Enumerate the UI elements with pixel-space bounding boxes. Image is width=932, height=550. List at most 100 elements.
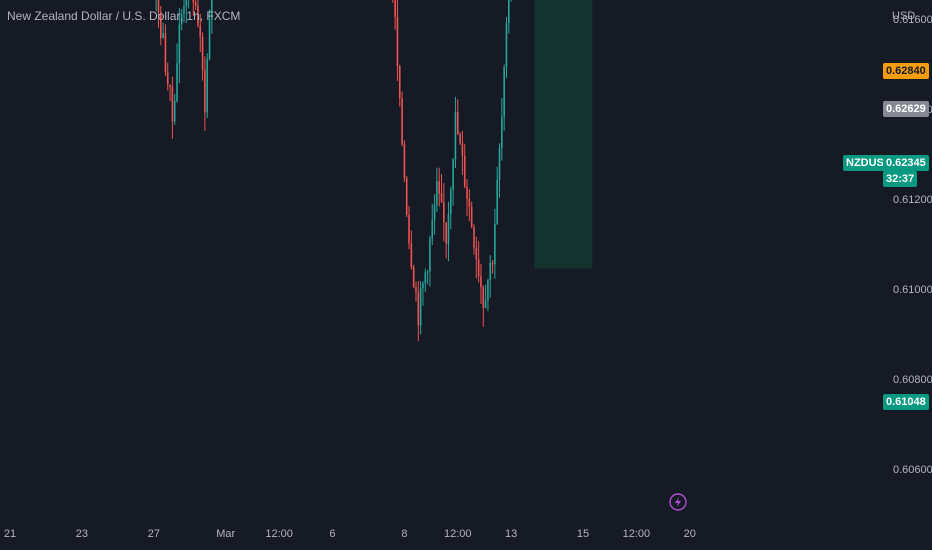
candle-body	[503, 67, 505, 117]
candle-body	[192, 0, 195, 3]
candle-body	[417, 292, 420, 326]
candlestick	[412, 264, 415, 289]
candlestick	[498, 143, 501, 198]
candlestick	[480, 263, 482, 304]
candlestick	[454, 96, 457, 169]
event-marker[interactable]	[669, 493, 687, 511]
candlestick	[436, 167, 438, 212]
candle-body	[426, 271, 429, 273]
candlestick	[160, 5, 162, 46]
candlestick	[475, 236, 478, 279]
price-tick-label: 0.61000	[893, 284, 932, 296]
candle-body	[424, 272, 427, 284]
candlestick	[422, 281, 424, 306]
candle-body	[169, 84, 171, 87]
candlestick	[162, 22, 164, 39]
price-tick-label: 0.60800	[893, 374, 932, 386]
candle-body	[447, 214, 450, 244]
candle-body	[166, 72, 169, 85]
candle-body	[461, 143, 464, 156]
candle-body	[401, 98, 403, 145]
candle-body	[498, 147, 501, 180]
candlestick	[489, 255, 492, 298]
price-tick-label: 0.61200	[893, 194, 932, 206]
candlestick	[459, 131, 461, 146]
candle-body	[180, 13, 183, 25]
candle-body	[403, 144, 406, 179]
candle-body	[412, 267, 415, 288]
candle-body	[208, 19, 211, 59]
candle-body	[419, 288, 422, 326]
candlestick	[199, 13, 202, 52]
candle-body	[475, 247, 478, 260]
candlestick	[491, 260, 494, 274]
candlestick	[192, 0, 195, 16]
candle-body	[164, 33, 167, 73]
candlestick	[510, 0, 512, 2]
candle-body	[454, 112, 457, 160]
candlestick	[468, 189, 471, 222]
candle-body	[185, 0, 188, 7]
candlestick	[396, 0, 399, 81]
candlestick	[394, 0, 396, 30]
candle-body	[183, 6, 185, 14]
symbol-tag: NZDUSD	[843, 155, 895, 171]
candle-body	[422, 283, 424, 289]
candle-body	[396, 16, 399, 67]
candle-body	[394, 0, 396, 17]
candle-body	[199, 25, 202, 38]
candle-body	[456, 112, 459, 135]
candlestick	[183, 0, 185, 23]
candlestick	[180, 8, 183, 31]
candlestick	[466, 179, 468, 216]
candlestick	[401, 91, 403, 147]
time-tick-label: 12:00	[622, 528, 651, 540]
candlestick	[408, 205, 410, 250]
candle-body	[470, 206, 473, 227]
candle-body	[496, 179, 498, 224]
time-tick-label: 8	[401, 528, 408, 540]
candlestick	[188, 0, 190, 9]
candlestick	[503, 64, 505, 131]
candlestick	[178, 7, 181, 84]
candlestick	[482, 285, 485, 327]
time-tick-label: 23	[75, 528, 89, 540]
candlestick	[171, 76, 174, 139]
candle-body	[410, 243, 413, 268]
time-tick-label: 27	[147, 528, 160, 540]
time-tick-label: 15	[576, 528, 590, 540]
candle-body	[206, 58, 208, 113]
candle-body	[450, 189, 452, 215]
candlestick	[445, 222, 447, 259]
candlestick	[405, 176, 408, 218]
candlestick	[431, 203, 434, 245]
candlestick	[505, 16, 508, 78]
candlestick	[392, 0, 394, 3]
event-marker-ring	[669, 493, 687, 511]
bar-countdown-tag: 32:37	[883, 171, 918, 187]
candle-body	[473, 226, 475, 248]
candle-body	[415, 287, 417, 293]
candlestick	[164, 24, 167, 77]
candle-body	[443, 201, 445, 223]
candlestick	[155, 0, 157, 12]
time-tick-label: Mar	[216, 528, 236, 540]
candle-body	[482, 287, 485, 308]
candlestick	[484, 284, 487, 309]
candlestick	[450, 186, 452, 230]
candlestick	[477, 241, 480, 283]
candle-body	[160, 11, 162, 38]
candlestick	[461, 130, 464, 175]
time-tick-label: 20	[683, 528, 696, 540]
candlestick	[447, 201, 450, 262]
candlestick	[487, 278, 489, 312]
candlestick	[415, 281, 417, 302]
candlestick	[443, 183, 445, 242]
candle-body	[173, 101, 176, 122]
candlestick	[166, 62, 169, 91]
time-tick-label: 21	[3, 528, 17, 540]
candlestick	[176, 43, 178, 103]
candle-body	[157, 0, 160, 12]
candle-body	[431, 220, 434, 239]
